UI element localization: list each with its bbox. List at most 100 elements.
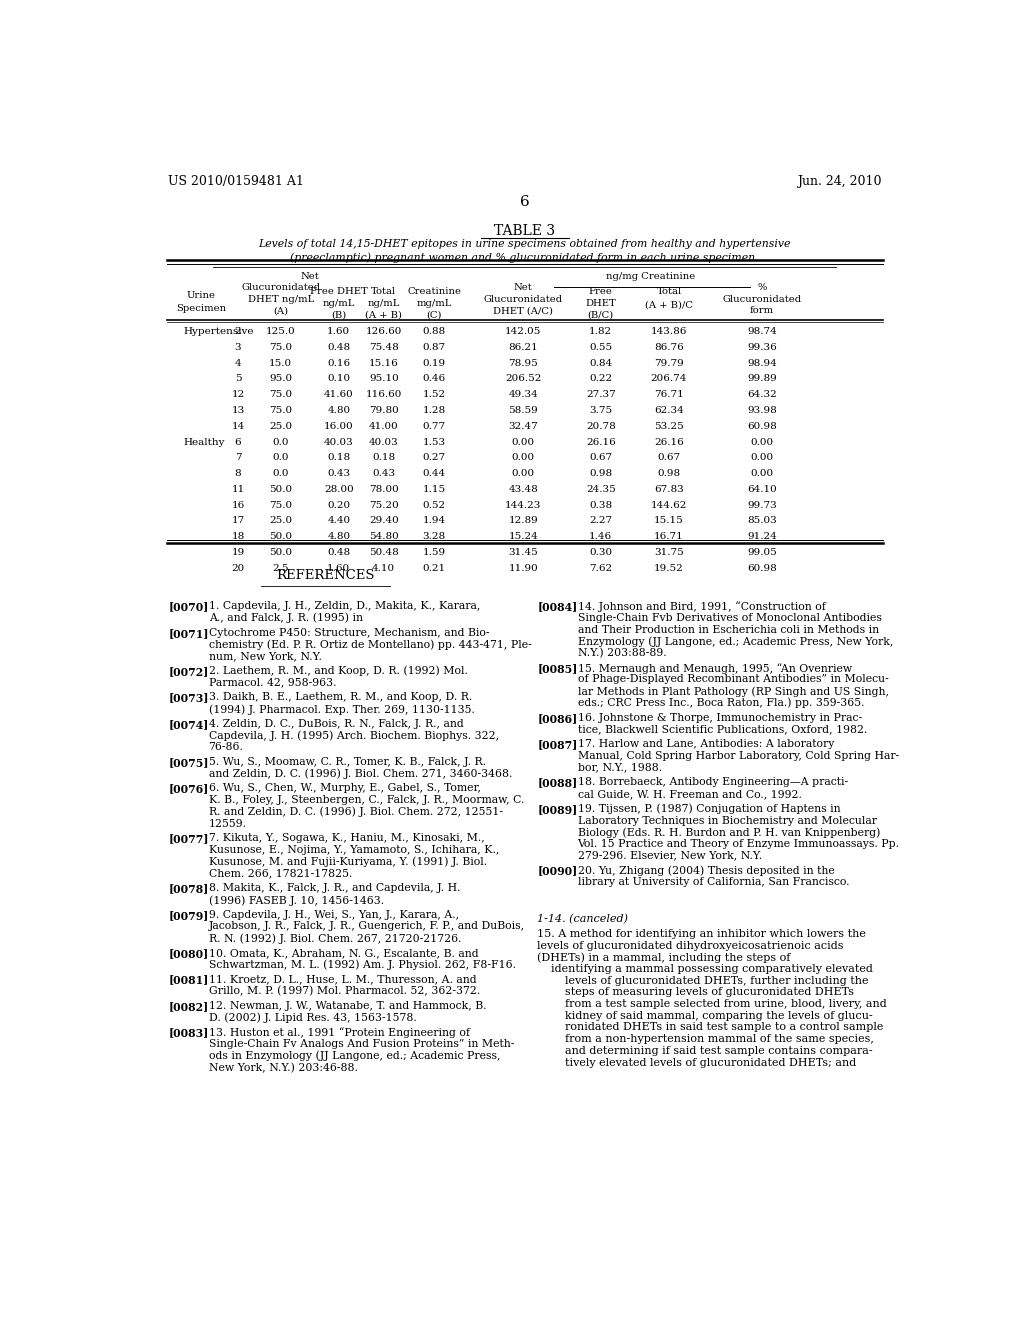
Text: 2.27: 2.27 xyxy=(589,516,612,525)
Text: [0090]: [0090] xyxy=(538,866,578,876)
Text: 75.0: 75.0 xyxy=(269,343,292,352)
Text: (A + B)/C: (A + B)/C xyxy=(645,300,693,309)
Text: 2. Laethem, R. M., and Koop, D. R. (1992) Mol.: 2. Laethem, R. M., and Koop, D. R. (1992… xyxy=(209,665,468,676)
Text: 64.32: 64.32 xyxy=(748,391,777,399)
Text: 1.15: 1.15 xyxy=(423,484,445,494)
Text: (A + B): (A + B) xyxy=(366,310,402,319)
Text: 6: 6 xyxy=(234,437,242,446)
Text: 99.36: 99.36 xyxy=(748,343,777,352)
Text: 126.60: 126.60 xyxy=(366,327,402,337)
Text: 15.16: 15.16 xyxy=(369,359,398,367)
Text: 16. Johnstone & Thorpe, Immunochemistry in Prac-: 16. Johnstone & Thorpe, Immunochemistry … xyxy=(578,713,861,722)
Text: [0088]: [0088] xyxy=(538,777,578,788)
Text: (1994) J. Pharmacol. Exp. Ther. 269, 1130-1135.: (1994) J. Pharmacol. Exp. Ther. 269, 113… xyxy=(209,704,474,714)
Text: 13: 13 xyxy=(231,407,245,414)
Text: 67.83: 67.83 xyxy=(654,484,684,494)
Text: 60.98: 60.98 xyxy=(748,422,777,430)
Text: 31.75: 31.75 xyxy=(654,548,684,557)
Text: 0.22: 0.22 xyxy=(589,375,612,383)
Text: 54.80: 54.80 xyxy=(369,532,398,541)
Text: [0074]: [0074] xyxy=(168,719,209,730)
Text: 49.34: 49.34 xyxy=(508,391,539,399)
Text: 0.0: 0.0 xyxy=(272,469,289,478)
Text: New York, N.Y.) 203:46-88.: New York, N.Y.) 203:46-88. xyxy=(209,1063,357,1073)
Text: 6. Wu, S., Chen, W., Murphy, E., Gabel, S., Tomer,: 6. Wu, S., Chen, W., Murphy, E., Gabel, … xyxy=(209,784,480,793)
Text: 31.45: 31.45 xyxy=(508,548,539,557)
Text: bor, N.Y., 1988.: bor, N.Y., 1988. xyxy=(578,763,662,772)
Text: 7.62: 7.62 xyxy=(589,564,612,573)
Text: 1.46: 1.46 xyxy=(589,532,612,541)
Text: 0.0: 0.0 xyxy=(272,437,289,446)
Text: 4.10: 4.10 xyxy=(372,564,395,573)
Text: N.Y.) 203:88-89.: N.Y.) 203:88-89. xyxy=(578,648,667,659)
Text: [0083]: [0083] xyxy=(168,1027,209,1039)
Text: 2.5: 2.5 xyxy=(272,564,289,573)
Text: 16: 16 xyxy=(231,500,245,510)
Text: 206.74: 206.74 xyxy=(651,375,687,383)
Text: 50.0: 50.0 xyxy=(269,484,292,494)
Text: Specimen: Specimen xyxy=(176,304,226,313)
Text: 25.0: 25.0 xyxy=(269,516,292,525)
Text: Vol. 15 Practice and Theory of Enzyme Immunoassays. Pp.: Vol. 15 Practice and Theory of Enzyme Im… xyxy=(578,840,899,849)
Text: 0.38: 0.38 xyxy=(589,500,612,510)
Text: 28.00: 28.00 xyxy=(324,484,353,494)
Text: ng/mL: ng/mL xyxy=(323,298,355,308)
Text: form: form xyxy=(750,306,774,315)
Text: 0.0: 0.0 xyxy=(272,453,289,462)
Text: 95.10: 95.10 xyxy=(369,375,398,383)
Text: 20. Yu, Zhigang (2004) Thesis deposited in the: 20. Yu, Zhigang (2004) Thesis deposited … xyxy=(578,866,835,876)
Text: Net: Net xyxy=(514,284,532,292)
Text: A., and Falck, J. R. (1995) in: A., and Falck, J. R. (1995) in xyxy=(209,612,362,623)
Text: Urine: Urine xyxy=(186,290,215,300)
Text: [0086]: [0086] xyxy=(538,713,578,723)
Text: 1.60: 1.60 xyxy=(328,327,350,337)
Text: [0073]: [0073] xyxy=(168,692,209,704)
Text: lar Methods in Plant Pathology (RP Singh and US Singh,: lar Methods in Plant Pathology (RP Singh… xyxy=(578,686,889,697)
Text: 17: 17 xyxy=(231,516,245,525)
Text: US 2010/0159481 A1: US 2010/0159481 A1 xyxy=(168,176,304,189)
Text: 40.03: 40.03 xyxy=(369,437,398,446)
Text: 20: 20 xyxy=(231,564,245,573)
Text: 75.48: 75.48 xyxy=(369,343,398,352)
Text: mg/mL: mg/mL xyxy=(417,298,452,308)
Text: 0.48: 0.48 xyxy=(328,548,350,557)
Text: 86.21: 86.21 xyxy=(508,343,539,352)
Text: Enzymology (JJ Langone, ed.; Academic Press, New York,: Enzymology (JJ Langone, ed.; Academic Pr… xyxy=(578,636,893,647)
Text: 4.80: 4.80 xyxy=(328,407,350,414)
Text: 0.46: 0.46 xyxy=(423,375,445,383)
Text: 15.24: 15.24 xyxy=(508,532,539,541)
Text: 76-86.: 76-86. xyxy=(209,742,244,752)
Text: 53.25: 53.25 xyxy=(654,422,684,430)
Text: 62.34: 62.34 xyxy=(654,407,684,414)
Text: Glucuronidated: Glucuronidated xyxy=(483,294,563,304)
Text: cal Guide, W. H. Freeman and Co., 1992.: cal Guide, W. H. Freeman and Co., 1992. xyxy=(578,789,802,799)
Text: 142.05: 142.05 xyxy=(505,327,542,337)
Text: 0.16: 0.16 xyxy=(328,359,350,367)
Text: 40.03: 40.03 xyxy=(324,437,353,446)
Text: [0080]: [0080] xyxy=(168,948,209,958)
Text: 20.78: 20.78 xyxy=(586,422,615,430)
Text: 144.23: 144.23 xyxy=(505,500,542,510)
Text: 0.00: 0.00 xyxy=(751,453,773,462)
Text: 98.94: 98.94 xyxy=(748,359,777,367)
Text: ng/mg Creatinine: ng/mg Creatinine xyxy=(606,272,695,281)
Text: 1.82: 1.82 xyxy=(589,327,612,337)
Text: REFERENCES: REFERENCES xyxy=(276,569,375,582)
Text: 15. Mernaugh and Menaugh, 1995, “An Ovenriew: 15. Mernaugh and Menaugh, 1995, “An Oven… xyxy=(578,663,852,673)
Text: 12. Newman, J. W., Watanabe, T. and Hammock, B.: 12. Newman, J. W., Watanabe, T. and Hamm… xyxy=(209,1001,486,1011)
Text: [0079]: [0079] xyxy=(168,909,209,921)
Text: Single-Chain Fvb Derivatives of Monoclonal Antibodies: Single-Chain Fvb Derivatives of Monoclon… xyxy=(578,612,882,623)
Text: 0.44: 0.44 xyxy=(423,469,445,478)
Text: 1-14. (canceled): 1-14. (canceled) xyxy=(538,913,628,924)
Text: 0.27: 0.27 xyxy=(423,453,445,462)
Text: 0.00: 0.00 xyxy=(512,453,535,462)
Text: 25.0: 25.0 xyxy=(269,422,292,430)
Text: 11: 11 xyxy=(231,484,245,494)
Text: Chem. 266, 17821-17825.: Chem. 266, 17821-17825. xyxy=(209,869,352,879)
Text: R. and Zeldin, D. C. (1996) J. Biol. Chem. 272, 12551-: R. and Zeldin, D. C. (1996) J. Biol. Che… xyxy=(209,807,503,817)
Text: 1.94: 1.94 xyxy=(423,516,445,525)
Text: 3.75: 3.75 xyxy=(589,407,612,414)
Text: 76.71: 76.71 xyxy=(654,391,684,399)
Text: 64.10: 64.10 xyxy=(748,484,777,494)
Text: and Zeldin, D. C. (1996) J. Biol. Chem. 271, 3460-3468.: and Zeldin, D. C. (1996) J. Biol. Chem. … xyxy=(209,768,512,779)
